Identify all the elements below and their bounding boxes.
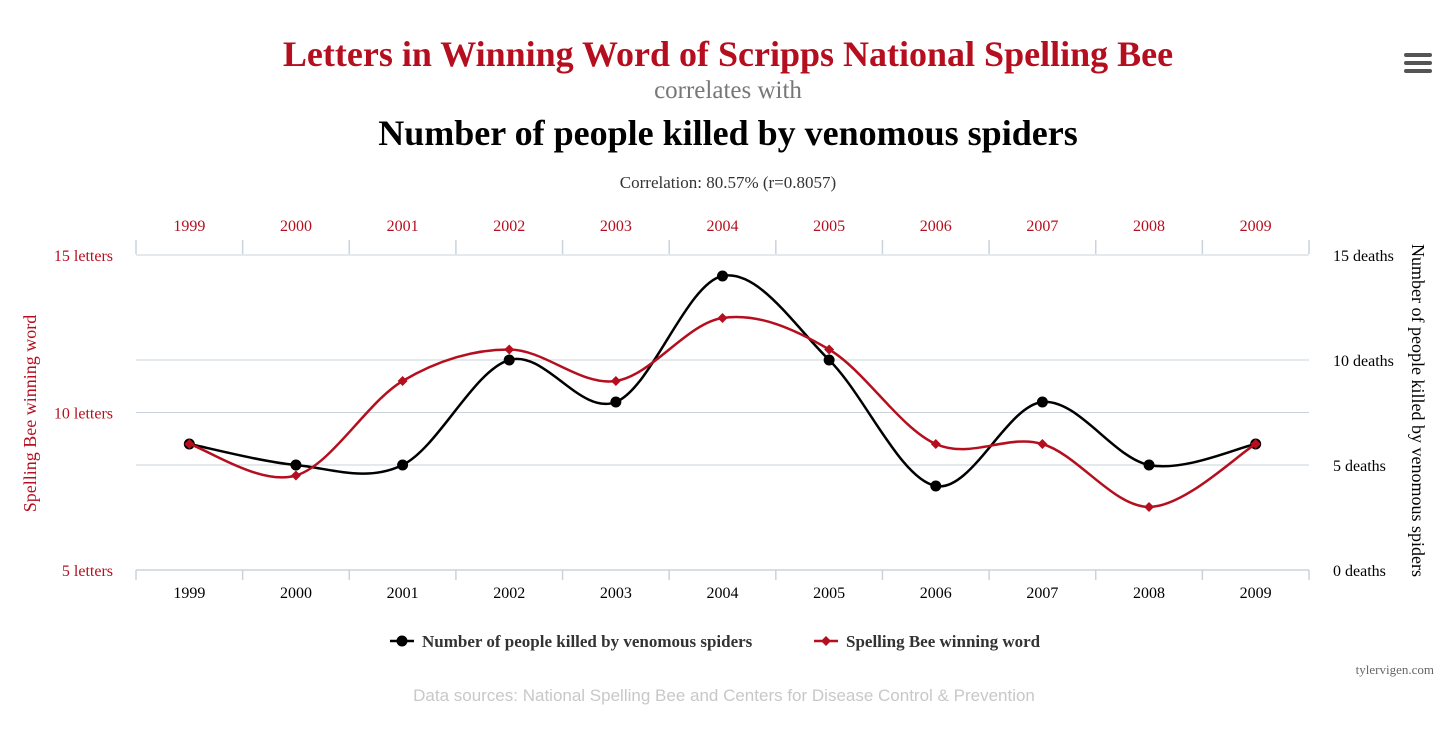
legend-item-1[interactable]: Spelling Bee winning word [814,632,1041,651]
correlation-subtitle: Correlation: 80.57% (r=0.8057) [619,173,837,192]
series-point-0-2003 [610,396,622,408]
series-point-1-2005 [824,344,835,355]
x-tick-label-top: 2006 [920,218,952,235]
x-tick-label-top: 2007 [1026,218,1058,235]
y-left-axis-title: Spelling Bee winning word [20,315,40,512]
series-point-0-2002 [503,354,515,366]
x-tick-label-bottom: 2006 [920,585,952,602]
y-right-tick-label: 10 deaths [1333,353,1394,370]
menu-bar [1404,53,1432,57]
series-point-0-2004 [717,270,728,282]
x-tick-label-top: 2002 [493,218,525,235]
series-point-1-2001 [397,376,408,386]
series-point-1-2002 [504,344,515,355]
x-tick-label-top: 2004 [707,218,739,235]
series-point-0-2008 [1143,459,1155,471]
series-point-1-2008 [1144,502,1155,512]
x-tick-label-bottom: 2008 [1133,585,1165,602]
x-tick-label-top: 2000 [280,218,312,235]
credit-text[interactable]: tylervigen.com [1355,662,1434,677]
x-tick-label-bottom: 2000 [280,585,312,602]
menu-bar [1404,69,1432,73]
x-tick-label-top: 2001 [387,218,419,235]
legend-marker [396,635,408,647]
series-point-1-2007 [1037,439,1048,449]
x-tick-label-bottom: 2009 [1240,585,1272,602]
series-point-0-2007 [1036,396,1048,408]
series-point-1-2006 [930,439,941,449]
series-point-1-2004 [717,313,728,323]
hamburger-menu-icon[interactable] [1404,53,1432,77]
legend-item-0[interactable]: Number of people killed by venomous spid… [390,632,753,651]
chart-title-second-variable: Number of people killed by venomous spid… [378,113,1078,153]
y-right-tick-label: 0 deaths [1333,563,1386,580]
series-point-1-2003 [610,376,621,386]
x-tick-label-bottom: 2002 [493,585,525,602]
chart-title: Letters in Winning Word of Scripps Natio… [282,34,1174,74]
y-left-tick-label: 5 letters [62,563,113,580]
y-left-tick-label: 10 letters [54,406,113,423]
x-tick-label-bottom: 2007 [1026,585,1058,602]
legend-label: Spelling Bee winning word [846,632,1041,651]
y-right-tick-label: 5 deaths [1333,458,1386,475]
x-tick-label-top: 2005 [813,218,845,235]
x-tick-label-bottom: 2003 [600,585,632,602]
y-left-tick-label: 15 letters [54,248,113,265]
series-point-0-2000 [290,459,302,471]
series-point-0-2005 [823,354,835,366]
x-tick-label-top: 2008 [1133,218,1165,235]
series-point-0-2006 [930,480,942,492]
y-right-axis-title: Number of people killed by venomous spid… [1408,244,1428,577]
series-point-1-2000 [290,470,301,481]
series-point-1-2009 [1250,439,1261,449]
x-tick-label-top: 2003 [600,218,632,235]
series-point-0-2001 [397,459,409,471]
legend-label: Number of people killed by venomous spid… [422,632,753,651]
x-tick-label-top: 2009 [1240,218,1272,235]
x-tick-label-bottom: 2005 [813,585,845,602]
x-tick-label-bottom: 1999 [173,585,205,602]
x-tick-label-bottom: 2004 [707,585,739,602]
series-line-1 [188,315,1257,509]
y-right-tick-label: 15 deaths [1333,248,1394,265]
series-line-0 [189,274,1256,488]
x-tick-label-bottom: 2001 [387,585,419,602]
data-sources-text: Data sources: National Spelling Bee and … [413,686,1035,705]
x-tick-label-top: 1999 [173,218,205,235]
legend-marker [821,636,831,646]
menu-bar [1404,61,1432,65]
series-point-1-1999 [184,439,195,449]
correlates-with-label: correlates with [654,77,802,104]
